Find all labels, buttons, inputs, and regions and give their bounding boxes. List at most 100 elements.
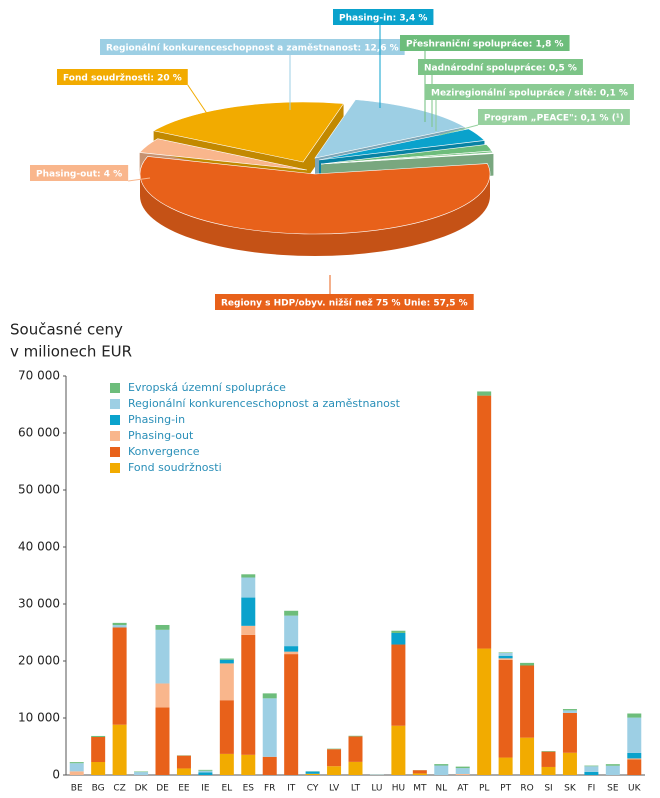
bar-segment xyxy=(541,751,556,767)
pie-slice xyxy=(139,156,491,235)
x-tick-label: UK xyxy=(628,784,642,794)
bar-segment xyxy=(262,756,277,775)
pie-label: Phasing-out: 4 % xyxy=(36,170,122,180)
bar-segment xyxy=(562,752,577,775)
pie-label-box xyxy=(418,59,583,75)
bar-segment xyxy=(219,658,234,660)
pie-label: Nadnárodní spolupráce: 0,5 % xyxy=(424,64,577,74)
bar-segment xyxy=(455,773,470,775)
pie-slice-side xyxy=(140,174,490,256)
bar-segment xyxy=(348,761,363,775)
bar-segment xyxy=(498,658,513,660)
x-tick-label: IE xyxy=(201,784,210,794)
bar-segment xyxy=(541,751,556,752)
bar-segment xyxy=(305,773,320,775)
bar-segment xyxy=(284,646,299,652)
leader-line xyxy=(128,177,151,182)
legend-swatch xyxy=(110,415,120,425)
bar-segment xyxy=(284,654,299,775)
pie-slice xyxy=(139,138,308,171)
y-tick-label: 60 000 xyxy=(18,426,60,440)
bar-segment xyxy=(391,644,406,726)
bar-segment xyxy=(498,652,513,656)
legend-label: Phasing-in xyxy=(128,413,185,426)
x-tick-label: BG xyxy=(92,784,105,794)
pie-label: Regionální konkurenceschopnost a zaměstn… xyxy=(106,43,399,54)
pie-label: Phasing-in: 3,4 % xyxy=(339,14,427,24)
bar-segment xyxy=(477,648,492,775)
bar-segment xyxy=(327,766,342,775)
x-tick-label: HU xyxy=(392,784,405,794)
x-tick-label: PT xyxy=(500,784,511,794)
x-tick-label: SE xyxy=(607,784,619,794)
legend-label: Konvergence xyxy=(128,445,200,458)
bar-segment xyxy=(155,683,170,708)
pie-label-group: Regionální konkurenceschopnost a zaměstn… xyxy=(100,39,405,55)
bar-segment xyxy=(327,749,342,767)
pie-label-box xyxy=(30,165,129,181)
leader-line xyxy=(439,124,479,136)
y-tick-label: 40 000 xyxy=(18,540,60,554)
pie-label-group: Přeshraniční spolupráce: 1,8 % xyxy=(400,35,570,51)
bar-segment xyxy=(134,771,149,773)
x-tick-label: EL xyxy=(221,784,232,794)
bar-segment xyxy=(112,625,127,628)
pie-label-box xyxy=(425,84,634,100)
bar-segment xyxy=(176,768,191,775)
pie-label-box xyxy=(478,109,630,125)
bar-segment xyxy=(219,663,234,701)
bar-segment xyxy=(477,391,492,396)
bar-segment xyxy=(584,765,599,767)
x-tick-label: FR xyxy=(264,784,275,794)
x-tick-label: MT xyxy=(413,784,427,794)
bar-segment xyxy=(434,764,449,766)
bar-segment xyxy=(176,755,191,769)
pie-label-box xyxy=(333,9,434,25)
bar-segment xyxy=(627,752,642,759)
bar-segment xyxy=(477,395,492,649)
bar-segment xyxy=(627,713,642,718)
x-tick-label: FI xyxy=(587,784,595,794)
pie-slice-face xyxy=(303,103,344,184)
bar-segment xyxy=(412,770,427,774)
bar-segment xyxy=(434,765,449,775)
y-tick-label: 10 000 xyxy=(18,711,60,725)
legend-label: Regionální konkurenceschopnost a zaměstn… xyxy=(128,397,401,410)
bar-segment xyxy=(391,632,406,645)
pie-label-group: Regiony s HDP/obyv. nižší než 75 % Unie:… xyxy=(215,294,474,310)
bar-segment xyxy=(91,762,106,775)
bar-segment xyxy=(91,735,106,737)
bar-segment xyxy=(584,771,599,775)
x-tick-label: CY xyxy=(307,784,319,794)
x-tick-label: DK xyxy=(135,784,149,794)
bar-segment xyxy=(112,627,127,725)
bar-segment xyxy=(284,615,299,647)
bar-segment xyxy=(134,772,149,775)
y-tick-label: 20 000 xyxy=(18,654,60,668)
bar-segment xyxy=(498,757,513,775)
bar-segment xyxy=(241,597,256,626)
pie-label: Program „PEACE": 0,1 % (¹) xyxy=(484,114,624,124)
bar-segment xyxy=(69,763,84,772)
bar-segment xyxy=(155,629,170,684)
y-tick-label: 70 000 xyxy=(18,369,60,383)
bar-segment xyxy=(241,625,256,635)
x-tick-label: EE xyxy=(178,784,190,794)
bar-segment xyxy=(284,651,299,655)
bar-segment xyxy=(605,765,620,775)
bar-segment xyxy=(627,759,642,775)
y-axis-title: v milionech EUR xyxy=(10,343,132,361)
pie-label-group: Meziregionální spolupráce / sítě: 0,1 % xyxy=(425,84,634,100)
pie-label: Meziregionální spolupráce / sítě: 0,1 % xyxy=(431,88,628,99)
bar-segment xyxy=(327,748,342,750)
bar-segment xyxy=(112,622,127,626)
y-axis-title: Současné ceny xyxy=(10,321,123,339)
bar-segment xyxy=(69,771,84,775)
x-tick-label: LT xyxy=(351,784,361,794)
bar-segment xyxy=(198,772,213,775)
pie-slice xyxy=(152,101,345,163)
bar-segment xyxy=(241,634,256,755)
bar-segment xyxy=(198,769,213,771)
bar-segment xyxy=(541,766,556,775)
